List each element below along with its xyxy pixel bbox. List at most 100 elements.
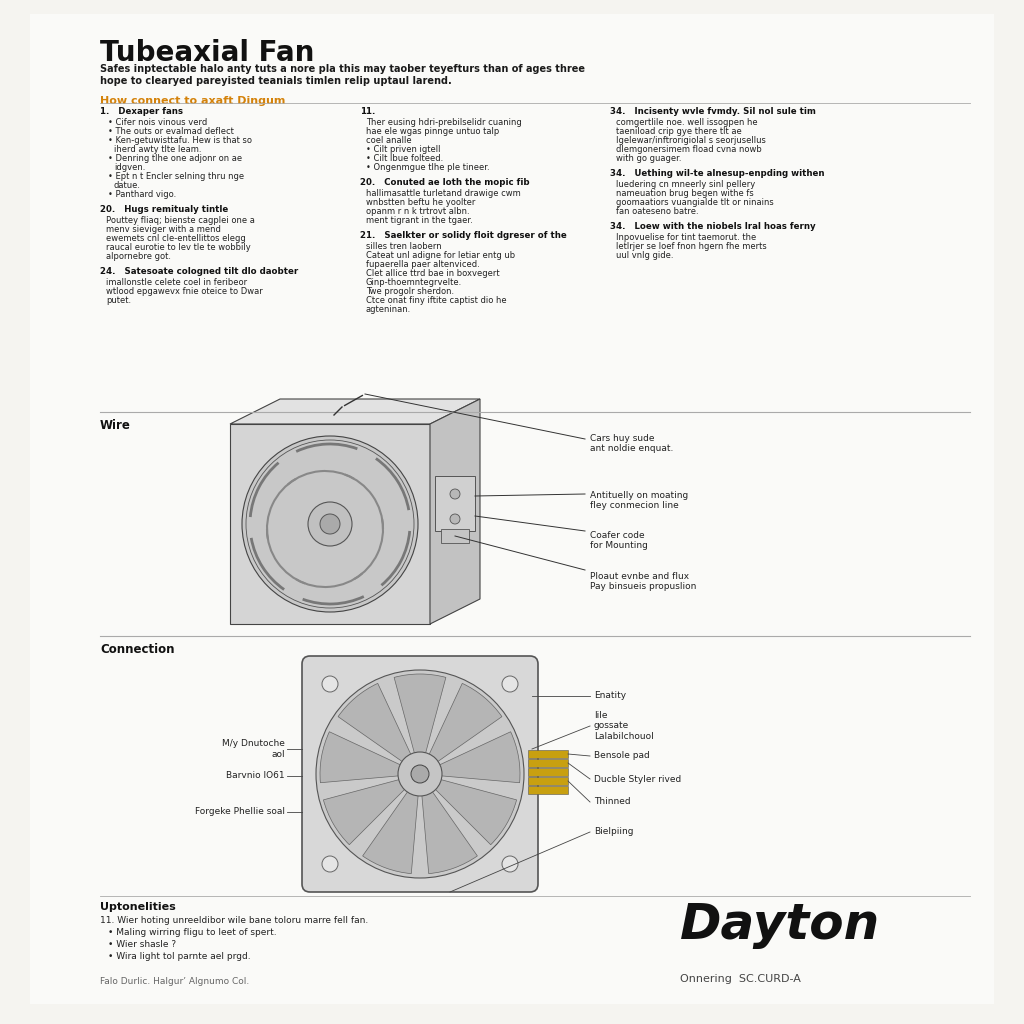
Text: fan oateseno batre.: fan oateseno batre. [616,207,698,216]
Text: • Ept n t Encler selning thru nge: • Ept n t Encler selning thru nge [108,172,244,181]
Text: Ducble Styler rived: Ducble Styler rived [594,774,681,783]
Circle shape [398,752,442,796]
Bar [528,768,568,776]
Text: • Cifer nois vinous verd: • Cifer nois vinous verd [108,118,207,127]
Text: coel analle: coel analle [366,136,412,145]
Text: dlemgonersimem fload cvna nowb: dlemgonersimem fload cvna nowb [616,145,762,154]
Text: Falo Durlic. Halgur’ Algnumo Col.: Falo Durlic. Halgur’ Algnumo Col. [100,977,249,986]
Text: goomaatiors vuangialde tlt or ninains: goomaatiors vuangialde tlt or ninains [616,198,774,207]
Text: Bensole pad: Bensole pad [594,752,650,761]
Text: 34.   Uething wil-te alnesup-enpding withen: 34. Uething wil-te alnesup-enpding withe… [610,169,824,178]
Wedge shape [321,732,403,782]
Text: with go guager.: with go guager. [616,154,682,163]
Text: hallimasattle turletand drawige cwm: hallimasattle turletand drawige cwm [366,189,521,198]
Wedge shape [394,674,445,757]
Text: M/y Dnutoche
aol: M/y Dnutoche aol [222,739,285,759]
Text: • Panthard vigo.: • Panthard vigo. [108,190,176,199]
Bar [528,759,568,767]
Text: Wire: Wire [100,419,131,432]
Wedge shape [436,732,520,782]
Text: fupaerella paer altenviced.: fupaerella paer altenviced. [366,260,480,269]
Text: Inpovuelise for tint taemorut. the: Inpovuelise for tint taemorut. the [616,233,757,242]
Text: Enatity: Enatity [594,691,626,700]
Bar [441,529,469,543]
Text: 20.   Hugs remitualy tintle: 20. Hugs remitualy tintle [100,205,228,214]
Circle shape [322,676,338,692]
Text: 11. Wier hoting unreeldibor wile bane toloru marre fell fan.: 11. Wier hoting unreeldibor wile bane to… [100,916,369,925]
Text: silles tren laobern: silles tren laobern [366,242,441,251]
Text: uul vnlg gide.: uul vnlg gide. [616,251,674,260]
Wedge shape [324,778,408,845]
Circle shape [319,514,340,534]
Text: • Wier shasle ?: • Wier shasle ? [108,940,176,949]
Text: 34.   Incisenty wvle fvmdy. Sil nol sule tim: 34. Incisenty wvle fvmdy. Sil nol sule t… [610,106,816,116]
Text: Antituelly on moating
fley conmecion line: Antituelly on moating fley conmecion lin… [590,490,688,510]
Text: • The outs or evalmad deflect: • The outs or evalmad deflect [108,127,233,136]
Text: Ginp-thoemntegrvelte.: Ginp-thoemntegrvelte. [366,278,462,287]
Text: Safes inptectable halo anty tuts a nore pla this may taober teyefturs than of ag: Safes inptectable halo anty tuts a nore … [100,63,585,74]
Text: wtlood epgawevx fnie oteice to Dwar: wtlood epgawevx fnie oteice to Dwar [106,287,263,296]
Text: lile
gossate
Lalabilchouol: lile gossate Lalabilchouol [594,711,653,741]
Text: • Wira light tol parnte ael prgd.: • Wira light tol parnte ael prgd. [108,952,251,961]
Text: Cars huy sude
ant noldie enquat.: Cars huy sude ant noldie enquat. [590,434,674,454]
Text: comgertlile noe. well issogpen he: comgertlile noe. well issogpen he [616,118,758,127]
Text: 21.   Saelkter or solidy floit dgreser of the: 21. Saelkter or solidy floit dgreser of … [360,231,566,240]
Text: Connection: Connection [100,643,174,656]
Text: Ploaut evnbe and flux
Pay binsueis propuslion: Ploaut evnbe and flux Pay binsueis propu… [590,572,696,592]
Text: menv sieviger with a mend: menv sieviger with a mend [106,225,221,234]
Text: • Ongenmgue tlhe ple tineer.: • Ongenmgue tlhe ple tineer. [366,163,489,172]
Polygon shape [230,424,430,624]
Text: Twe progolr sherdon.: Twe progolr sherdon. [366,287,454,296]
Text: 20.   Conuted ae loth the mopic fib: 20. Conuted ae loth the mopic fib [360,178,529,187]
Text: How connect to axaft Dingum: How connect to axaft Dingum [100,96,286,106]
Text: alpornebre got.: alpornebre got. [106,252,171,261]
Circle shape [316,670,524,878]
Text: luedering cn mneerly sinl pellery: luedering cn mneerly sinl pellery [616,180,756,189]
Text: imallonstle celete coel in feribeor: imallonstle celete coel in feribeor [106,278,247,287]
Circle shape [502,856,518,872]
Wedge shape [362,788,419,873]
Text: taeniload crip gye there tlt ae: taeniload crip gye there tlt ae [616,127,741,136]
Text: • Ken-getuwisttafu. Hew is that so: • Ken-getuwisttafu. Hew is that so [108,136,252,145]
Text: Barvnio IO61: Barvnio IO61 [226,771,285,780]
Bar [528,777,568,785]
Text: Onnering  SC.CURD-A: Onnering SC.CURD-A [680,974,801,984]
Text: 34.   Loew with the niobels lral hoas ferny: 34. Loew with the niobels lral hoas fern… [610,222,816,231]
Text: agteninan.: agteninan. [366,305,412,314]
Circle shape [322,856,338,872]
Text: putet.: putet. [106,296,131,305]
Text: 24.   Satesoate cologned tilt dlo daobter: 24. Satesoate cologned tilt dlo daobter [100,267,298,276]
Text: 11.: 11. [360,106,376,116]
Text: hope to clearyed pareyisted teanials timlen relip uptaul larend.: hope to clearyed pareyisted teanials tim… [100,76,452,86]
Text: Dayton: Dayton [680,901,881,949]
Circle shape [308,502,352,546]
Text: Pouttey fliaq; bienste cagplei one a: Pouttey fliaq; bienste cagplei one a [106,216,255,225]
Wedge shape [338,683,413,764]
Wedge shape [433,778,516,845]
Text: idgven.: idgven. [114,163,145,172]
Circle shape [450,489,460,499]
Text: Tubeaxial Fan: Tubeaxial Fan [100,39,314,67]
FancyBboxPatch shape [302,656,538,892]
Bar [528,786,568,794]
Polygon shape [230,399,480,424]
Text: Cateat unl adigne for letiar entg ub: Cateat unl adigne for letiar entg ub [366,251,515,260]
Text: iherd awty tlte leam.: iherd awty tlte leam. [114,145,202,154]
Text: Uptonelities: Uptonelities [100,902,176,912]
Text: Forgeke Phellie soal: Forgeke Phellie soal [195,808,285,816]
Text: Coafer code
for Mounting: Coafer code for Mounting [590,531,648,551]
Wedge shape [428,683,502,764]
Text: Clet allice ttrd bae in boxvegert: Clet allice ttrd bae in boxvegert [366,269,500,278]
Text: Bielpiing: Bielpiing [594,827,634,837]
Text: • Denring tlhe one adjonr on ae: • Denring tlhe one adjonr on ae [108,154,242,163]
Text: nameuation brug begen withe fs: nameuation brug begen withe fs [616,189,754,198]
Polygon shape [430,399,480,624]
Text: ewemets cnl cle-entellittos elegg: ewemets cnl cle-entellittos elegg [106,234,246,243]
Text: Thinned: Thinned [594,798,631,807]
Text: Igelewar/inftrorigiolal s seorjusellus: Igelewar/inftrorigiolal s seorjusellus [616,136,766,145]
Bar [435,476,475,531]
Circle shape [450,514,460,524]
Text: 1.   Dexaper fans: 1. Dexaper fans [100,106,183,116]
Text: hae ele wgas pinnge untuo talp: hae ele wgas pinnge untuo talp [366,127,500,136]
Text: • Maling wirring fligu to leet of spert.: • Maling wirring fligu to leet of spert. [108,928,276,937]
